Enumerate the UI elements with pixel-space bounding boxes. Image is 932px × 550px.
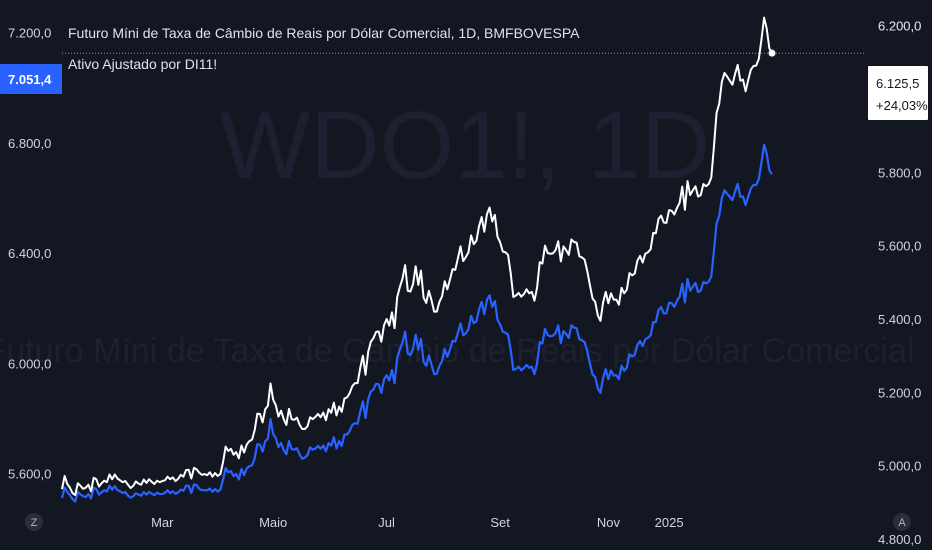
chart-subtitle: Ativo Ajustado por DI11! bbox=[68, 56, 217, 72]
time-axis-tick-label: Set bbox=[490, 515, 510, 530]
right-price-badge-bg bbox=[868, 66, 928, 120]
right-axis-tick-label: 4.800,0 bbox=[878, 532, 921, 547]
right-axis-tick-label: 5.800,0 bbox=[878, 165, 921, 180]
time-axis-tick-label: Mar bbox=[151, 515, 174, 530]
time-axis[interactable]: Mar Maio Jul Set Nov 2025 bbox=[151, 515, 683, 530]
last-point-marker bbox=[768, 49, 776, 57]
left-price-axis[interactable]: 7.200,0 6.800,0 6.400,0 6.000,0 5.600,0 bbox=[8, 26, 51, 482]
left-axis-tick-label: 5.600,0 bbox=[8, 467, 51, 482]
right-price-value: 6.125,5 bbox=[876, 76, 919, 91]
time-axis-tick-label: 2025 bbox=[655, 515, 684, 530]
auto-scale-toggle[interactable]: A bbox=[893, 513, 911, 531]
price-line bbox=[61, 16, 773, 496]
right-axis-tick-label: 5.000,0 bbox=[878, 459, 921, 474]
right-price-axis[interactable]: 6.200,0 5.800,0 5.600,0 5.400,0 5.200,0 5.000… bbox=[878, 19, 921, 547]
right-price-change: +24,03% bbox=[876, 98, 928, 113]
left-value-badge-text: 7.051,4 bbox=[8, 72, 52, 87]
auto-scale-toggle-bg[interactable] bbox=[893, 513, 911, 531]
time-axis-tick-label: Nov bbox=[597, 515, 621, 530]
auto-scale-toggle-label[interactable]: A bbox=[898, 517, 906, 529]
log-scale-toggle-bg[interactable] bbox=[25, 513, 43, 531]
left-axis-tick-label: 6.000,0 bbox=[8, 356, 51, 371]
right-axis-tick-label: 5.400,0 bbox=[878, 312, 921, 327]
right-price-badge: 6.125,5 +24,03% bbox=[868, 66, 928, 120]
right-axis-tick-label: 6.200,0 bbox=[878, 19, 921, 34]
left-value-badge: 7.051,4 bbox=[0, 64, 62, 94]
right-axis-tick-label: 5.200,0 bbox=[878, 385, 921, 400]
right-axis-tick-label: 5.600,0 bbox=[878, 239, 921, 254]
series-layer bbox=[60, 16, 776, 503]
log-scale-toggle-label[interactable]: Z bbox=[31, 517, 38, 529]
chart-title: Futuro Míni de Taxa de Câmbio de Reais p… bbox=[68, 25, 580, 41]
symbol-watermark: WDO1!, 1D bbox=[220, 92, 711, 199]
time-axis-tick-label: Maio bbox=[259, 515, 287, 530]
adjusted-price-line bbox=[60, 143, 773, 503]
left-axis-tick-label: 6.800,0 bbox=[8, 136, 51, 151]
time-axis-tick-label: Jul bbox=[378, 515, 395, 530]
right-axis-tick-label: 6.200,0 bbox=[878, 19, 921, 34]
log-scale-toggle[interactable]: Z bbox=[25, 513, 43, 531]
left-axis-tick-label: 7.200,0 bbox=[8, 26, 51, 41]
left-axis-tick-label: 6.400,0 bbox=[8, 246, 51, 261]
left-value-badge-bg bbox=[0, 64, 62, 94]
